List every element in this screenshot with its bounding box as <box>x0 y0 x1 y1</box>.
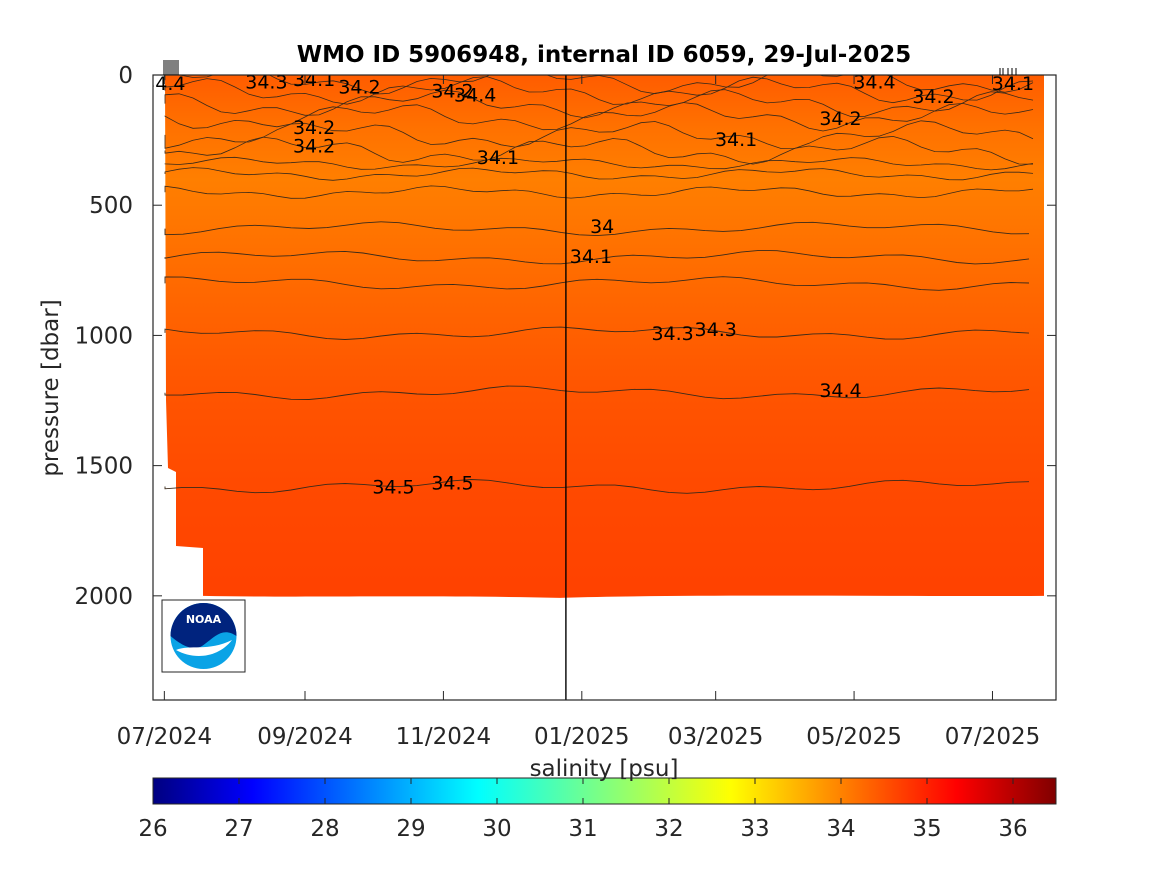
contour-line <box>164 135 1034 165</box>
y-tick-label: 0 <box>118 63 133 89</box>
x-tick-label: 09/2024 <box>257 724 353 750</box>
colorbar-tick-label: 27 <box>224 816 253 842</box>
contour-label: 34.2 <box>819 108 861 130</box>
contour-label: 34.5 <box>431 473 473 495</box>
contour-label: 34 <box>590 216 614 238</box>
contour-label: 34.1 <box>293 69 335 91</box>
y-tick-label: 500 <box>89 193 133 219</box>
colorbar-tick-label: 30 <box>482 816 511 842</box>
contour-line <box>164 385 1030 400</box>
colorbar-tick-label: 33 <box>740 816 769 842</box>
colorbar-tick-label: 35 <box>912 816 941 842</box>
contour-line <box>164 326 1030 340</box>
contour-label: 34.2 <box>293 135 335 157</box>
contour-label: 34.2 <box>912 86 954 108</box>
contour-label: 34.1 <box>992 73 1034 95</box>
x-tick-label: 03/2025 <box>668 724 764 750</box>
salinity-field-fill <box>165 75 1044 598</box>
salinity-field: 34.4 34.3 34.1 34.2 34.234.434.234.234.134.1… <box>143 69 1044 598</box>
colorbar-tick-label: 26 <box>138 816 167 842</box>
contour-label: 34.3 <box>651 323 693 345</box>
contour-line <box>164 75 1034 95</box>
contour-label: 34.4 <box>819 380 861 402</box>
contour-line <box>164 102 1034 132</box>
y-tick-label: 1000 <box>74 323 133 349</box>
contour-label: 34.3 <box>245 72 287 94</box>
colorbar-tick-label: 34 <box>826 816 855 842</box>
contour-labels: 34.4 34.3 34.1 34.2 34.234.434.234.234.134.1… <box>143 69 1034 499</box>
contour-line <box>164 76 1034 105</box>
y-tick-label: 2000 <box>74 584 133 610</box>
colorbar <box>152 777 1057 805</box>
contour-lines <box>164 75 1034 494</box>
colorbar-tick-label: 31 <box>568 816 597 842</box>
x-tick-label: 01/2025 <box>534 724 630 750</box>
x-tick-label: 11/2024 <box>396 724 492 750</box>
contour-line <box>164 221 1030 237</box>
y-axis-label: pressure [dbar] <box>38 299 64 476</box>
contour-label: 34.1 <box>477 147 519 169</box>
contour-label: 34.4 <box>143 73 185 95</box>
chart-title: WMO ID 5906948, internal ID 6059, 29-Jul… <box>297 42 912 68</box>
contour-line <box>164 156 1034 171</box>
colorbar-ticks: 26 27 28 29 30 31 32 33 34 35 36 <box>138 778 1028 842</box>
contour-line <box>164 120 1034 149</box>
contour-label: 34.3 <box>695 319 737 341</box>
x-tick-label: 07/2024 <box>117 724 213 750</box>
contour-line <box>164 89 1034 119</box>
y-tick-label: 1500 <box>74 454 133 480</box>
plot-frame <box>152 74 1057 701</box>
y-axis-ticks: 0 500 1000 1500 2000 <box>74 63 1056 610</box>
x-axis-ticks: 07/2024 09/2024 11/2024 01/2025 03/2025 05/20… <box>117 75 1041 750</box>
colorbar-tick-label: 28 <box>310 816 339 842</box>
colorbar-tick-label: 36 <box>998 816 1027 842</box>
contour-label: 34.4 <box>853 72 895 94</box>
contour-label: 34.1 <box>570 246 612 268</box>
contour-label: 34.4 <box>454 85 496 107</box>
contour-label: 34.5 <box>372 477 414 499</box>
noaa-logo-text: NOAA <box>186 613 222 626</box>
contour-label: 34.2 <box>293 117 335 139</box>
contour-line <box>164 249 1030 265</box>
contour-line <box>164 167 1034 181</box>
noaa-logo: NOAA <box>161 599 246 673</box>
contour-label: 34.1 <box>715 129 757 151</box>
contour-label: 34.2 <box>431 81 473 103</box>
contour-line <box>164 185 1034 199</box>
profile-ticks <box>163 60 1017 75</box>
contour-line <box>164 479 1030 494</box>
colorbar-tick-label: 32 <box>654 816 683 842</box>
x-tick-label: 07/2025 <box>945 724 1041 750</box>
x-tick-label: 05/2025 <box>806 724 902 750</box>
colorbar-tick-label: 29 <box>396 816 425 842</box>
contour-label: 34.2 <box>338 77 380 99</box>
colorbar-label: salinity [psu] <box>530 756 679 782</box>
contour-line <box>164 276 1030 291</box>
